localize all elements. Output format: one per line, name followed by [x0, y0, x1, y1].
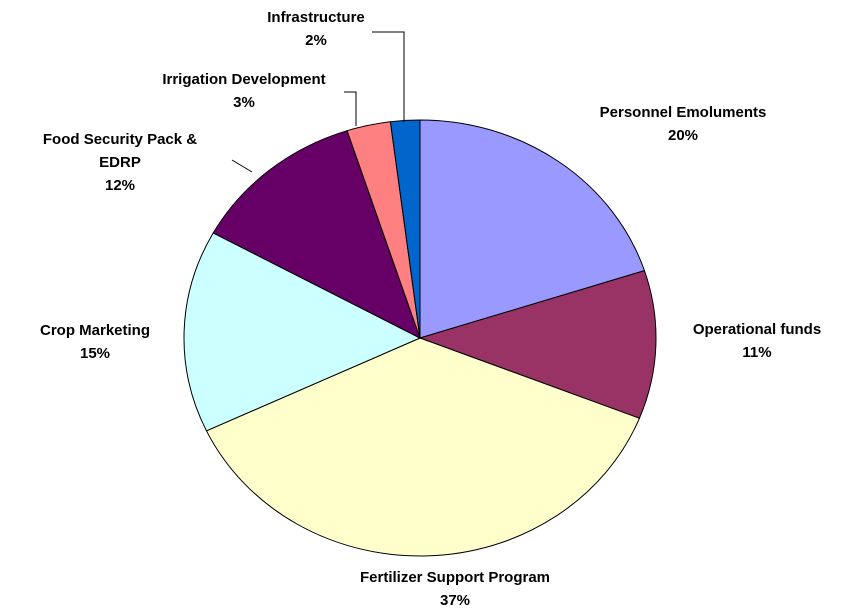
leader-line [231, 159, 253, 173]
pie-slice [418, 270, 657, 419]
slice-label: Crop Marketing 15% [5, 319, 185, 365]
category-name: Food Security Pack & EDRP [42, 131, 198, 171]
category-name: Personnel Emoluments [599, 104, 767, 121]
category-name: Irrigation Development [162, 71, 326, 88]
category-name: Fertilizer Support Program [359, 569, 551, 586]
pie-slice [419, 119, 646, 339]
value-label: 15% [79, 345, 111, 362]
value-label: 12% [104, 177, 136, 194]
pie-slice [389, 119, 421, 339]
value-label: 11% [742, 344, 772, 361]
category-name: Crop Marketing [39, 322, 150, 339]
leader-line [344, 91, 357, 126]
category-name: Infrastructure [267, 9, 365, 26]
value-label: 37% [439, 592, 471, 609]
value-label: 3% [233, 94, 255, 111]
slice-label: Fertilizer Support Program 37% [305, 566, 605, 612]
category-name: Operational funds [692, 321, 822, 338]
slice-label: Infrastructure 2% [216, 6, 416, 52]
slice-label: Irrigation Development 3% [129, 68, 359, 114]
slice-label: Personnel Emoluments 20% [553, 101, 813, 147]
pie-slice [205, 337, 641, 557]
pie-slice [212, 130, 421, 340]
value-label: 20% [667, 127, 699, 144]
pie-slice [183, 232, 422, 432]
slice-label: Operational funds 11% [657, 318, 851, 364]
slice-label: Food Security Pack & EDRP 12% [5, 128, 235, 197]
value-label: 2% [305, 32, 327, 49]
leader-line [372, 31, 405, 122]
